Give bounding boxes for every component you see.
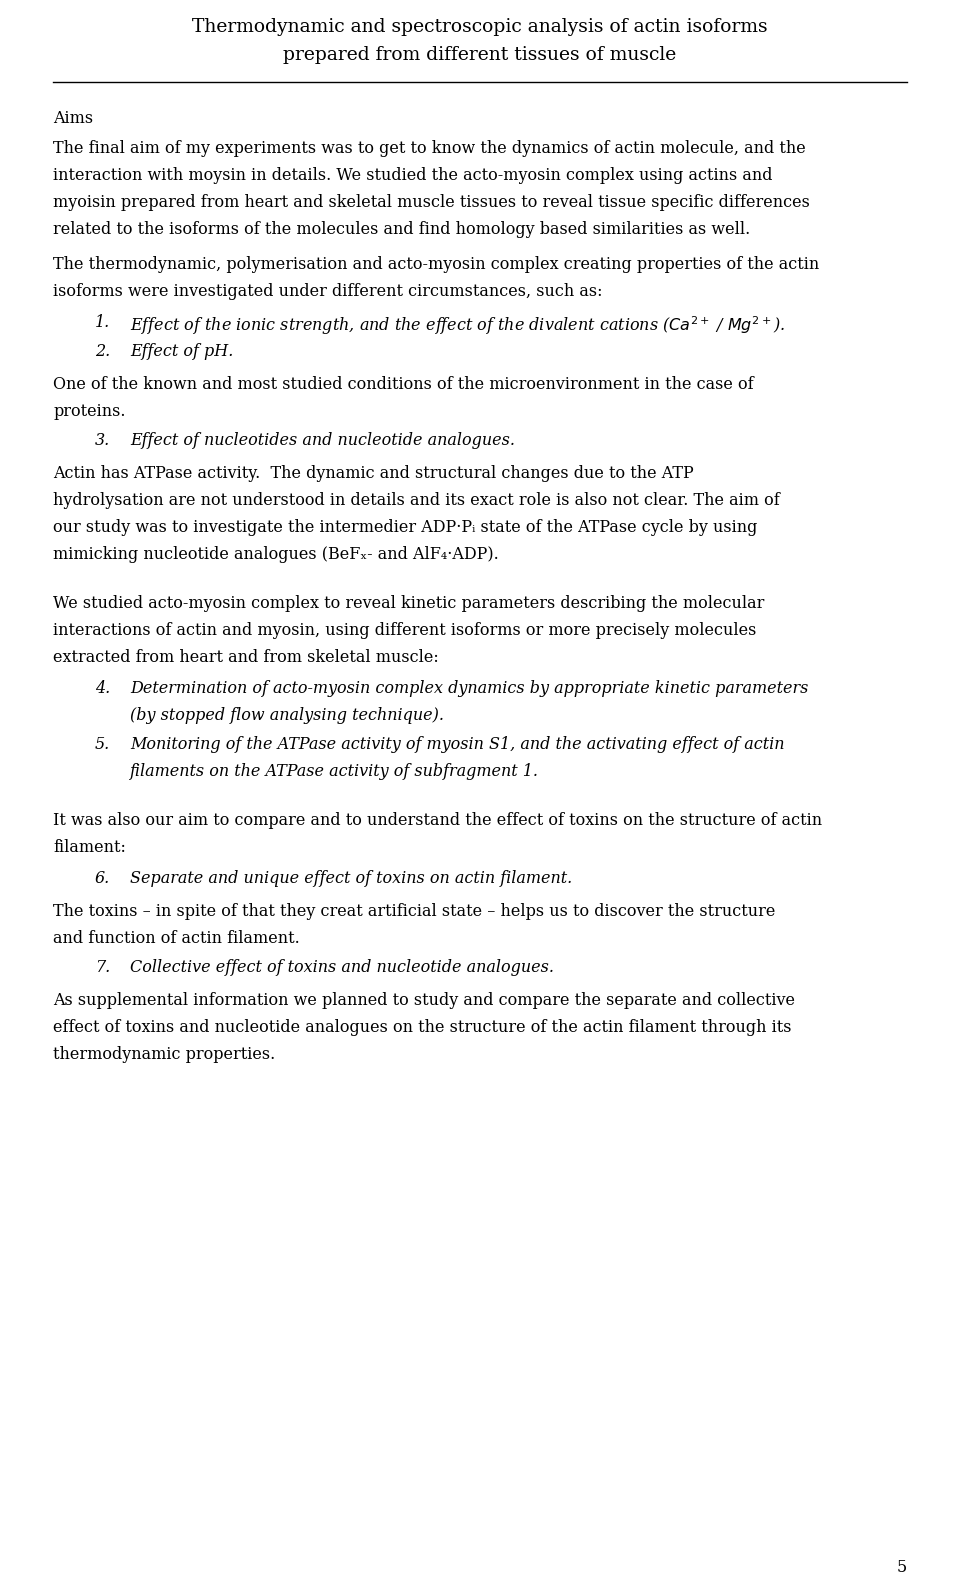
Text: myoisin prepared from heart and skeletal muscle tissues to reveal tissue specifi: myoisin prepared from heart and skeletal… (53, 194, 810, 211)
Text: 5: 5 (897, 1559, 907, 1576)
Text: proteins.: proteins. (53, 404, 126, 419)
Text: We studied acto-myosin complex to reveal kinetic parameters describing the molec: We studied acto-myosin complex to reveal… (53, 594, 764, 612)
Text: related to the isoforms of the molecules and find homology based similarities as: related to the isoforms of the molecules… (53, 221, 751, 238)
Text: 4.: 4. (95, 680, 110, 698)
Text: Effect of the ionic strength, and the effect of the divalent cations ($\mathit{C: Effect of the ionic strength, and the ef… (130, 315, 785, 337)
Text: 5.: 5. (95, 736, 110, 753)
Text: It was also our aim to compare and to understand the effect of toxins on the str: It was also our aim to compare and to un… (53, 812, 822, 829)
Text: hydrolysation are not understood in details and its exact role is also not clear: hydrolysation are not understood in deta… (53, 493, 780, 508)
Text: The thermodynamic, polymerisation and acto-myosin complex creating properties of: The thermodynamic, polymerisation and ac… (53, 256, 819, 273)
Text: thermodynamic properties.: thermodynamic properties. (53, 1046, 276, 1063)
Text: The final aim of my experiments was to get to know the dynamics of actin molecul: The final aim of my experiments was to g… (53, 140, 805, 157)
Text: isoforms were investigated under different circumstances, such as:: isoforms were investigated under differe… (53, 283, 603, 300)
Text: Collective effect of toxins and nucleotide analogues.: Collective effect of toxins and nucleoti… (130, 960, 554, 976)
Text: prepared from different tissues of muscle: prepared from different tissues of muscl… (283, 46, 677, 64)
Text: 2.: 2. (95, 343, 110, 361)
Text: interactions of actin and myosin, using different isoforms or more precisely mol: interactions of actin and myosin, using … (53, 621, 756, 639)
Text: 7.: 7. (95, 960, 110, 976)
Text: Effect of nucleotides and nucleotide analogues.: Effect of nucleotides and nucleotide ana… (130, 432, 515, 450)
Text: 6.: 6. (95, 871, 110, 887)
Text: filaments on the ATPase activity of subfragment 1.: filaments on the ATPase activity of subf… (130, 763, 539, 780)
Text: Actin has ATPase activity.  The dynamic and structural changes due to the ATP: Actin has ATPase activity. The dynamic a… (53, 466, 694, 481)
Text: Separate and unique effect of toxins on actin filament.: Separate and unique effect of toxins on … (130, 871, 572, 887)
Text: and function of actin filament.: and function of actin filament. (53, 930, 300, 947)
Text: 3.: 3. (95, 432, 110, 450)
Text: our study was to investigate the intermedier ADP·Pᵢ state of the ATPase cycle by: our study was to investigate the interme… (53, 520, 757, 535)
Text: Thermodynamic and spectroscopic analysis of actin isoforms: Thermodynamic and spectroscopic analysis… (192, 17, 768, 37)
Text: effect of toxins and nucleotide analogues on the structure of the actin filament: effect of toxins and nucleotide analogue… (53, 1019, 791, 1036)
Text: interaction with moysin in details. We studied the acto-myosin complex using act: interaction with moysin in details. We s… (53, 167, 773, 184)
Text: (by stopped flow analysing technique).: (by stopped flow analysing technique). (130, 707, 444, 725)
Text: One of the known and most studied conditions of the microenvironment in the case: One of the known and most studied condit… (53, 377, 754, 392)
Text: filament:: filament: (53, 839, 126, 856)
Text: extracted from heart and from skeletal muscle:: extracted from heart and from skeletal m… (53, 648, 439, 666)
Text: The toxins – in spite of that they creat artificial state – helps us to discover: The toxins – in spite of that they creat… (53, 903, 776, 920)
Text: Monitoring of the ATPase activity of myosin S1, and the activating effect of act: Monitoring of the ATPase activity of myo… (130, 736, 784, 753)
Text: Effect of pH.: Effect of pH. (130, 343, 233, 361)
Text: mimicking nucleotide analogues (BeFₓ- and AlF₄·ADP).: mimicking nucleotide analogues (BeFₓ- an… (53, 547, 499, 563)
Text: Determination of acto-myosin complex dynamics by appropriate kinetic parameters: Determination of acto-myosin complex dyn… (130, 680, 808, 698)
Text: Aims: Aims (53, 110, 93, 127)
Text: 1.: 1. (95, 315, 110, 331)
Text: As supplemental information we planned to study and compare the separate and col: As supplemental information we planned t… (53, 992, 795, 1009)
